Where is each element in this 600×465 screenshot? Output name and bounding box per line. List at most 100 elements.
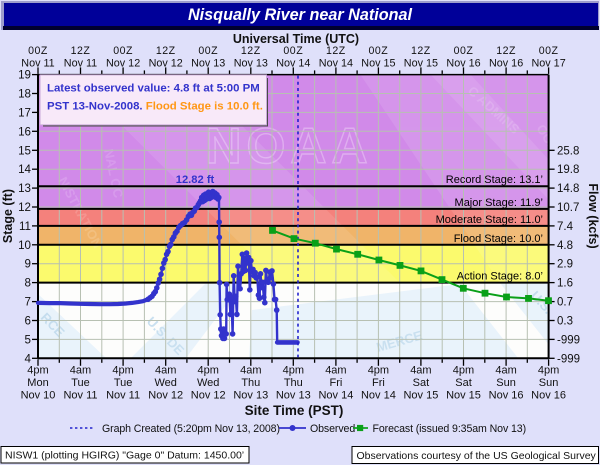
- svg-text:Universal Time (UTC): Universal Time (UTC): [233, 32, 359, 46]
- svg-text:0.3: 0.3: [557, 316, 573, 328]
- svg-text:Wed: Wed: [197, 377, 219, 389]
- svg-text:Nov 14: Nov 14: [318, 390, 353, 402]
- svg-text:Nov 16: Nov 16: [489, 390, 524, 402]
- svg-text:12Z: 12Z: [156, 45, 176, 57]
- svg-text:Nov 15: Nov 15: [404, 58, 438, 70]
- svg-text:4am: 4am: [240, 365, 261, 377]
- svg-text:1.6: 1.6: [557, 278, 573, 290]
- svg-text:Sat: Sat: [413, 377, 430, 389]
- svg-text:00Z: 00Z: [283, 45, 303, 57]
- svg-text:Flow (kcfs): Flow (kcfs): [586, 183, 600, 248]
- svg-text:4pm: 4pm: [283, 365, 304, 377]
- svg-text:4pm: 4pm: [368, 365, 389, 377]
- svg-text:12: 12: [18, 201, 31, 214]
- svg-text:12Z: 12Z: [411, 45, 431, 57]
- svg-text:15: 15: [18, 144, 31, 157]
- svg-text:Nov 11: Nov 11: [21, 58, 54, 70]
- svg-text:Nov 12: Nov 12: [106, 58, 140, 70]
- svg-text:Nov 13: Nov 13: [234, 58, 268, 70]
- svg-text:4: 4: [25, 352, 32, 365]
- svg-text:NISW1 (plotting HGIRG) "Gage: NISW1 (plotting HGIRG) "Gage 0" Datum: 1…: [5, 450, 244, 462]
- svg-text:4pm: 4pm: [538, 365, 559, 377]
- svg-text:10.7: 10.7: [557, 202, 579, 214]
- svg-text:12Z: 12Z: [241, 45, 261, 57]
- svg-text:4am: 4am: [325, 365, 346, 377]
- svg-text:Graph Created (5:20pm Nov 13,: Graph Created (5:20pm Nov 13, 2008): [102, 423, 280, 435]
- svg-text:Fri: Fri: [329, 377, 342, 389]
- svg-text:PST 13-Nov-2008. Flood Stage i: PST 13-Nov-2008. Flood Stage is 10.0 ft.: [47, 101, 263, 113]
- svg-text:Nov 12: Nov 12: [191, 390, 226, 402]
- svg-text:00Z: 00Z: [113, 45, 133, 57]
- svg-text:Major Stage: 11.9’: Major Stage: 11.9’: [455, 197, 543, 209]
- svg-text:00Z: 00Z: [198, 45, 218, 57]
- svg-text:18: 18: [18, 88, 31, 101]
- svg-text:4pm: 4pm: [27, 365, 48, 377]
- svg-text:5: 5: [25, 333, 31, 346]
- svg-text:8: 8: [25, 277, 31, 290]
- svg-text:NOAA: NOAA: [205, 118, 372, 174]
- svg-text:Flood Stage: 10.0’: Flood Stage: 10.0’: [454, 233, 543, 245]
- svg-text:4pm: 4pm: [112, 365, 133, 377]
- svg-text:00Z: 00Z: [28, 45, 48, 57]
- svg-text:12Z: 12Z: [326, 45, 346, 57]
- svg-text:Observed: Observed: [310, 423, 355, 435]
- svg-text:Nov 15: Nov 15: [403, 390, 438, 402]
- svg-text:10: 10: [18, 239, 31, 252]
- svg-text:19: 19: [18, 69, 31, 82]
- svg-text:9: 9: [25, 258, 31, 271]
- svg-text:00Z: 00Z: [539, 45, 559, 57]
- svg-text:7: 7: [25, 296, 31, 309]
- svg-text:Nov 11: Nov 11: [64, 58, 97, 70]
- svg-text:Nov 11: Nov 11: [63, 390, 97, 402]
- svg-text:17: 17: [18, 106, 31, 119]
- svg-text:00Z: 00Z: [369, 45, 389, 57]
- svg-text:00Z: 00Z: [454, 45, 474, 57]
- svg-text:Nov 13: Nov 13: [276, 390, 311, 402]
- svg-text:12Z: 12Z: [496, 45, 516, 57]
- svg-text:4am: 4am: [495, 365, 516, 377]
- svg-text:16: 16: [18, 125, 31, 138]
- svg-text:Nov 17: Nov 17: [531, 58, 565, 70]
- svg-text:Nov 13: Nov 13: [191, 58, 225, 70]
- svg-text:Tue: Tue: [71, 377, 90, 389]
- svg-text:Nov 12: Nov 12: [148, 390, 183, 402]
- svg-text:4am: 4am: [155, 365, 176, 377]
- svg-text:Nov 13: Nov 13: [233, 390, 268, 402]
- svg-text:Observations courtesy of the: Observations courtesy of the US Geologic…: [357, 450, 597, 462]
- svg-text:Nov 16: Nov 16: [446, 58, 480, 70]
- svg-text:Action Stage: 8.0’: Action Stage: 8.0’: [457, 271, 543, 283]
- svg-text:Nov 14: Nov 14: [319, 58, 353, 70]
- svg-text:25.8: 25.8: [557, 145, 579, 157]
- svg-text:Nov 16: Nov 16: [531, 390, 566, 402]
- svg-text:Latest observed value: 4.8 ft: Latest observed value: 4.8 ft at 5:00 PM: [47, 83, 260, 95]
- svg-text:Sun: Sun: [496, 377, 516, 389]
- svg-text:Nov 14: Nov 14: [361, 390, 396, 402]
- svg-text:14: 14: [18, 163, 31, 176]
- svg-text:Sun: Sun: [539, 377, 559, 389]
- svg-text:0.7: 0.7: [557, 297, 573, 309]
- svg-text:Site Time (PST): Site Time (PST): [245, 403, 344, 418]
- svg-text:12.82 ft: 12.82 ft: [176, 174, 215, 186]
- svg-text:12Z: 12Z: [71, 45, 91, 57]
- svg-text:Nov 11: Nov 11: [106, 390, 140, 402]
- svg-text:Moderate Stage: 11.0’: Moderate Stage: 11.0’: [436, 214, 543, 226]
- svg-text:2.9: 2.9: [557, 259, 573, 271]
- svg-text:4.8: 4.8: [557, 240, 573, 252]
- svg-text:19.8: 19.8: [557, 164, 579, 176]
- svg-text:Nov 12: Nov 12: [149, 58, 183, 70]
- svg-text:Sat: Sat: [455, 377, 472, 389]
- svg-text:Nov 10: Nov 10: [21, 390, 56, 402]
- svg-text:7.4: 7.4: [557, 221, 574, 233]
- svg-text:Stage (ft): Stage (ft): [1, 189, 15, 243]
- svg-text:Nisqually River near National: Nisqually River near National: [188, 6, 413, 24]
- svg-text:Tue: Tue: [114, 377, 133, 389]
- svg-text:13: 13: [18, 182, 31, 195]
- svg-text:4pm: 4pm: [197, 365, 218, 377]
- svg-text:11: 11: [19, 220, 31, 233]
- svg-text:-999: -999: [557, 353, 580, 365]
- svg-text:Nov 15: Nov 15: [446, 390, 481, 402]
- svg-text:Fri: Fri: [372, 377, 385, 389]
- svg-text:4am: 4am: [410, 365, 431, 377]
- svg-text:4am: 4am: [70, 365, 91, 377]
- svg-text:Wed: Wed: [154, 377, 176, 389]
